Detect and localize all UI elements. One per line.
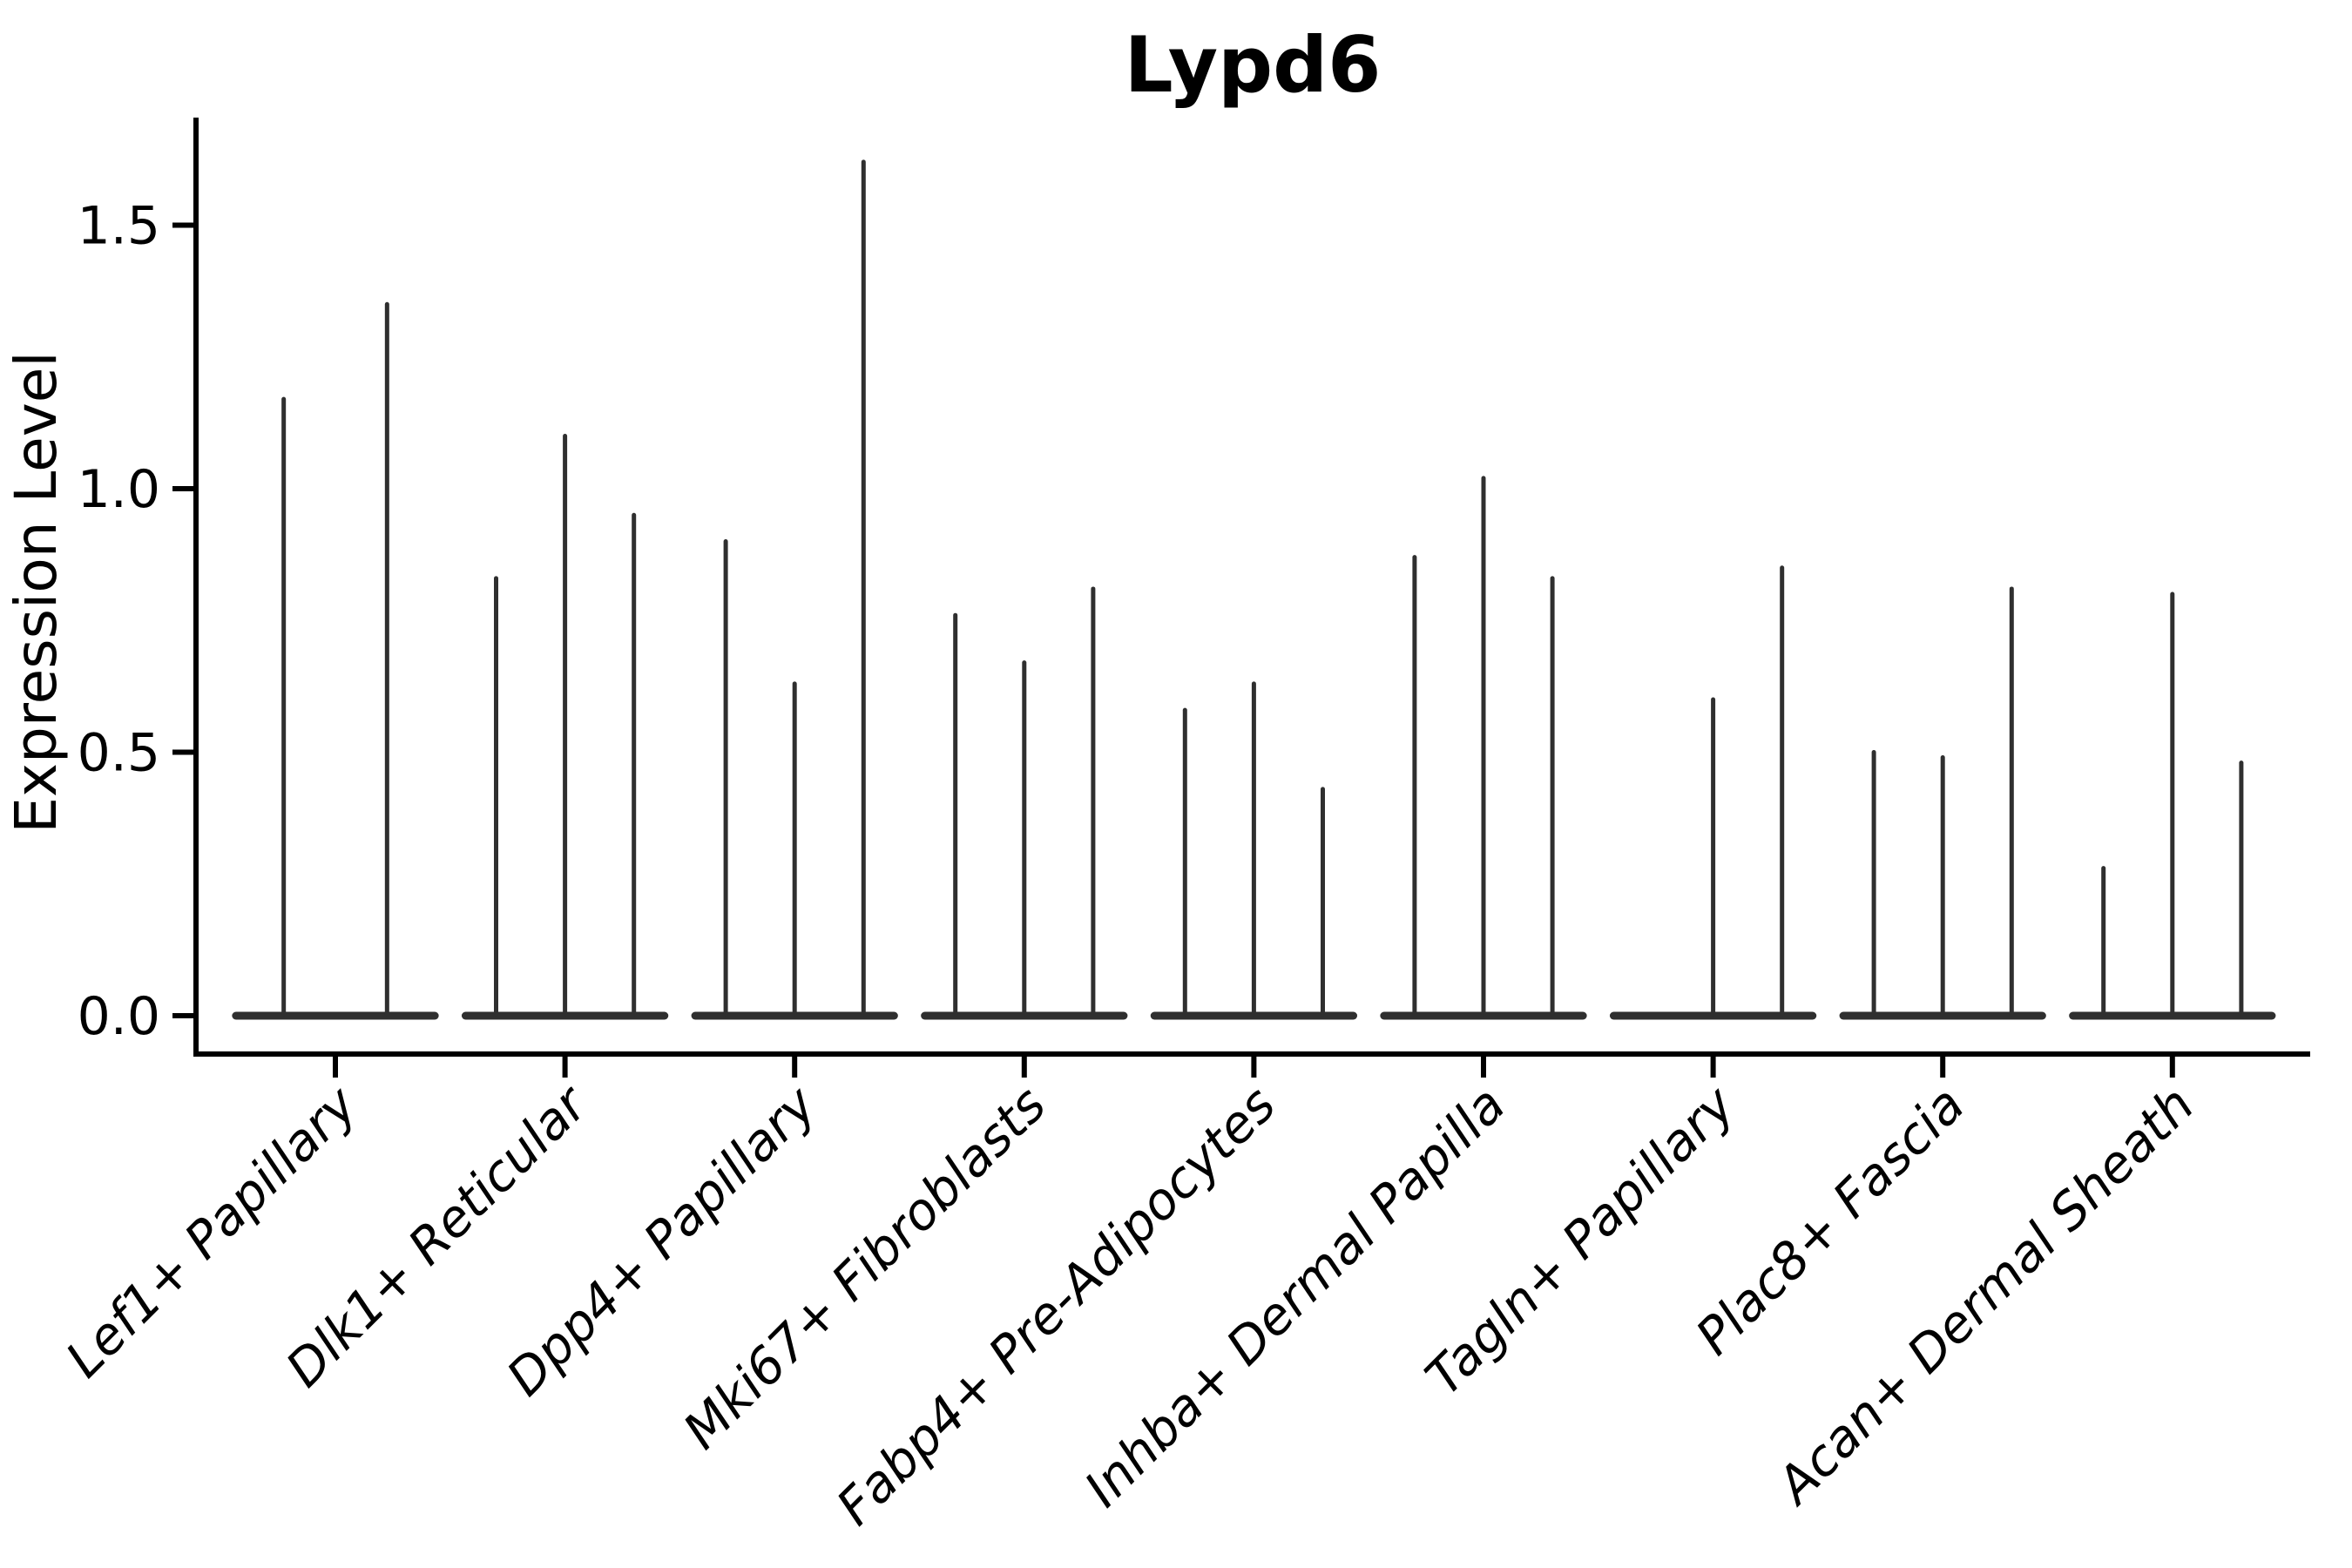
violin-base (232, 1011, 439, 1020)
violins-layer (232, 159, 2276, 1020)
x-axis-spine (193, 1051, 2310, 1057)
chart-title: Lypd6 (1125, 20, 1382, 110)
y-tick-label: 1.5 (78, 196, 160, 257)
y-tick-label: 0.0 (78, 986, 160, 1047)
y-tick-label: 1.0 (78, 459, 160, 520)
y-axis-label: Expression Level (3, 351, 70, 833)
x-tick-label: Fabp4+ Pre-Adipocytes (825, 1075, 1287, 1537)
y-tick-label: 0.5 (78, 723, 160, 784)
x-tick-label: Inhba+ Dermal Papilla (1073, 1075, 1517, 1518)
axes-spines (193, 118, 2310, 1057)
y-axis-spine (193, 118, 199, 1057)
x-tick-label: Acan+ Dermal Sheath (1763, 1075, 2206, 1517)
